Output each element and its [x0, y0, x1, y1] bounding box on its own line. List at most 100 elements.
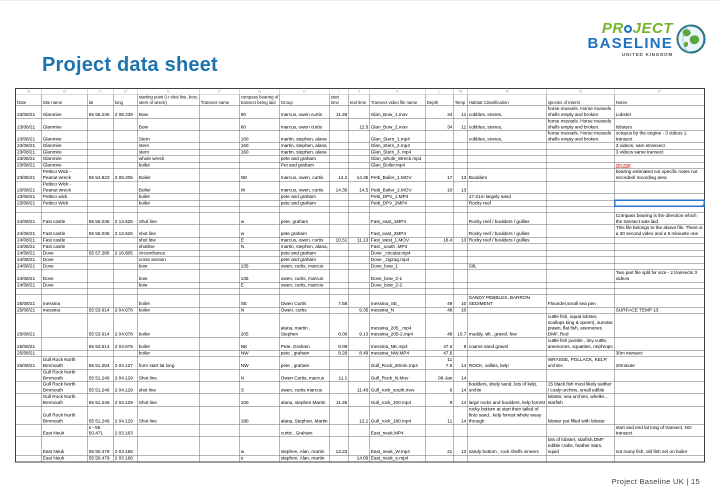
sheet-cell: bow	[137, 269, 200, 283]
sheet-cell	[467, 180, 547, 194]
sheet-cell: 55 53.614	[87, 337, 114, 351]
sheet-cell: 2 08.239	[113, 105, 138, 119]
sheet-cell	[614, 288, 705, 295]
sheet-cell	[614, 294, 705, 308]
sheet-cell	[329, 212, 349, 226]
sheet-cell: 2 04.129	[113, 405, 138, 425]
sheet-row: East Neuk s - 55 50.471 2 03.163 curtis , G…	[15, 424, 705, 438]
sheet-cell	[348, 393, 370, 407]
sheet-cell	[425, 224, 454, 238]
sheet-cell: pete graham	[279, 224, 330, 238]
sheet-cell	[239, 424, 280, 438]
sheet-row: 25/08/21 55 53.614 2 04.678 boiler 205 alana,…	[15, 313, 705, 339]
sheet-cell	[41, 337, 88, 351]
sheet-cell: 9.13	[348, 313, 370, 339]
sheet-cell	[453, 424, 468, 438]
sheet-cell: 9	[425, 393, 454, 407]
sheet-cell: pete , graham	[279, 356, 330, 370]
sheet-cell: alana, martin , Stephen	[279, 313, 330, 339]
sheet-cell	[329, 269, 349, 283]
sheet-cell: 11	[453, 117, 468, 131]
sheet-cell	[329, 424, 349, 438]
sheet-cell	[199, 381, 240, 395]
sheet-cell: 2 09.205	[113, 168, 138, 182]
sheet-row: 25/08/21 Gull Rock North Brnmouth 55 51.25…	[15, 356, 705, 370]
sheet-cell: 14.35	[329, 180, 349, 194]
sheet-cell	[614, 405, 705, 425]
sheet-cell: 2 03.168	[113, 436, 138, 456]
sheet-row: 23/08/21 Glanmire Stern 160 martin, stephen,…	[15, 130, 705, 144]
sheet-cell: 55 56.036	[87, 212, 114, 226]
sheet-row: 25/08/21 messina 55 53.614 2 04.678 boiler N O…	[15, 306, 705, 314]
sheet-cell: 13	[453, 168, 468, 182]
sheet-cell: shot line	[137, 224, 200, 238]
sheet-cell: horse mussels. Horse mussels shells empt…	[546, 130, 615, 144]
sheet-cell: 100	[239, 393, 280, 407]
sheet-cell: martin, stephen, alana	[279, 149, 330, 157]
column-header: long	[113, 94, 138, 106]
sheet-cell	[87, 294, 114, 308]
sheet-cell: East_neuk_W.mp4	[369, 436, 426, 456]
sheet-cell: 25/08/21	[15, 313, 42, 339]
logo-text: PR JECT BASELINE UNITED KINGDOM	[588, 21, 673, 57]
sheet-cell: Shot line	[137, 212, 200, 226]
sheet-cell	[425, 130, 454, 144]
sheet-cell: 14	[453, 356, 468, 370]
column-header: starting point (i.r shot line, bow, ster…	[137, 94, 200, 106]
sheet-cell	[546, 168, 615, 182]
sheet-cell: Glan_Bow_1.mov	[369, 105, 426, 119]
data-sheet-table: A B C D E F G H I J K L M N O P Date Site name lat long star…	[15, 88, 705, 463]
sheet-row: 23/08/21 Glanmire Bow 60 marcus, owen curtis…	[15, 117, 705, 131]
sheet-cell: East Neuk	[41, 424, 88, 438]
sheet-cell	[199, 294, 240, 308]
sheet-cell: messina_NE.mp4	[369, 337, 426, 351]
sheet-cell: 48	[425, 313, 454, 339]
sheet-cell: 14	[453, 381, 468, 395]
sheet-cell: large rocks and boulders, kelp forrest	[467, 393, 547, 407]
sheet-cell	[15, 368, 42, 382]
sheet-cell: 55 54.923	[87, 168, 114, 182]
sheet-cell	[199, 368, 240, 382]
column-header: Habitat Classification	[467, 94, 547, 106]
sheet-cell: marcus, owen, curtis	[279, 180, 330, 194]
sheet-cell: 160	[239, 130, 280, 144]
sheet-cell: NE	[239, 168, 280, 182]
sheet-cell	[199, 436, 240, 456]
sheet-cell	[348, 436, 370, 456]
sheet-cell: boulders, shely sand, lots of kelp, urch…	[467, 381, 547, 395]
sheet-row: Gull Rock North Brnmouth 55 51.246 2 04.12…	[15, 381, 705, 395]
sheet-cell	[467, 454, 547, 463]
sheet-cell: messina	[41, 294, 88, 308]
sheet-cell	[348, 356, 370, 370]
sheet-cell: Gull Rock North Brnmouth	[41, 393, 88, 407]
sheet-cell: 13	[453, 436, 468, 456]
sheet-cell: 14.35	[348, 168, 370, 182]
sheet-cell: 2 13.626	[113, 224, 138, 238]
sheet-cell: 205	[239, 313, 280, 339]
sheet-cell	[113, 130, 138, 144]
sheet-cell: 10	[453, 294, 468, 308]
sheet-cell	[329, 405, 349, 425]
sheet-cell: N	[239, 368, 280, 382]
sheet-cell: ROCK, vallies, kelp	[467, 356, 547, 370]
sheet-cell: w	[239, 436, 280, 456]
sheet-cell: Glan_Stern_1.mp4	[369, 130, 426, 144]
sheet-cell: Compass bearing is the direction which t…	[614, 212, 705, 226]
logo-united-kingdom-label: UNITED KINGDOM	[622, 51, 673, 57]
sheet-cell: 14.06	[348, 454, 370, 463]
sheet-cell	[348, 105, 370, 119]
sheet-cell: 23/08/21	[15, 130, 42, 144]
sheet-cell: Boiler	[137, 168, 200, 182]
sheet-cell: 23/08/21	[15, 105, 42, 119]
sheet-cell: 55 51.246	[87, 393, 114, 407]
sheet-cell: 14.2	[329, 168, 349, 182]
sheet-cell: 21	[425, 436, 454, 456]
sheet-cell: Glan_whole_Wreck.mp4	[369, 155, 426, 163]
sheet-cell: Fast castle	[41, 224, 88, 238]
sheet-cell: 24/08/21	[15, 212, 42, 226]
sheet-cell: 23/08/21	[15, 117, 42, 131]
sheet-cell	[614, 206, 705, 213]
sheet-cell: lots of lobster, starfish,DMF edible cra…	[546, 436, 615, 456]
sheet-cell: East Neuk	[41, 436, 88, 456]
